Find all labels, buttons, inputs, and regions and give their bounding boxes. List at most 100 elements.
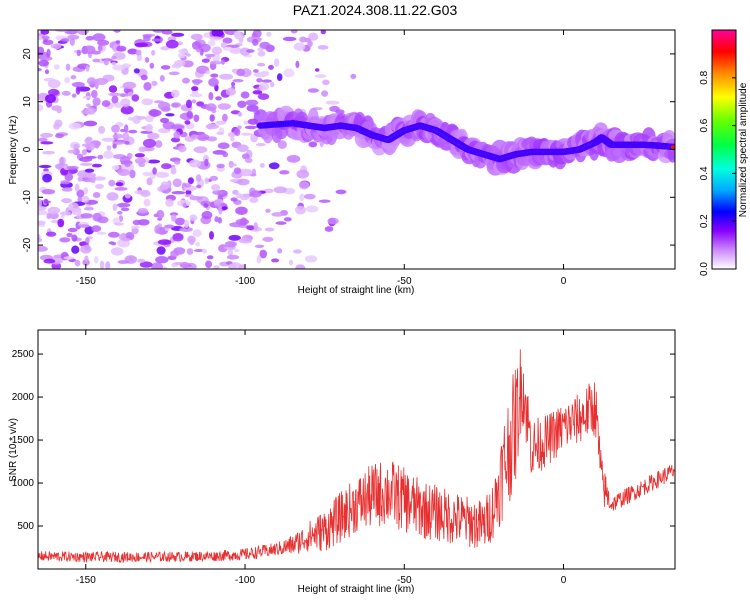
x-tick-label: -150 [76,276,96,287]
x-tick-label: -100 [235,276,255,287]
noise-blob [307,88,319,93]
noise-blob [76,189,85,198]
noise-blob [76,50,81,57]
noise-blob [192,229,202,237]
noise-blob [158,101,171,111]
noise-blob [115,40,121,44]
noise-blob [143,82,152,91]
noise-blob [92,97,101,106]
noise-blob [74,259,81,267]
noise-blob [222,46,233,51]
noise-blob [322,79,330,86]
noise-blob [202,248,207,254]
noise-blob [195,242,201,247]
noise-blob [105,261,111,269]
noise-blob [321,90,329,97]
noise-blob [220,59,226,65]
y-tick-label: 2500 [12,349,35,360]
noise-blob [235,206,248,215]
noise-blob [147,159,161,164]
noise-blob [69,37,75,46]
noise-blob [73,143,80,150]
noise-blob [325,100,340,105]
noise-blob [246,225,256,231]
noise-blob [222,37,233,44]
noise-blob [282,36,297,42]
noise-blob [38,68,42,72]
noise-blob [38,46,45,55]
noise-blob [140,189,151,198]
noise-blob [205,103,217,112]
snr-x-label: Height of straight line (km) [298,584,415,595]
noise-blob [228,131,236,138]
noise-blob [137,258,146,263]
noise-blob [97,44,103,52]
noise-blob [186,248,194,255]
noise-blob [171,103,179,108]
noise-blob [209,114,215,122]
noise-blob [128,129,138,134]
noise-blob [54,64,60,70]
noise-blob [156,209,165,219]
noise-blob [92,192,101,198]
noise-blob [283,68,295,78]
spectrogram-y-label: Frequency (Hz) [8,116,19,185]
noise-blob [111,241,117,246]
noise-blob [120,207,130,212]
noise-blob [99,260,105,269]
colorbar-label: Normalized spectral amplitude [738,82,749,217]
noise-blob [45,94,56,104]
noise-blob [61,198,72,204]
noise-blob [145,123,153,132]
noise-blob [350,73,357,80]
noise-blob [91,90,98,98]
noise-blob [126,235,132,239]
noise-blob [162,266,167,269]
noise-blob [257,47,264,52]
noise-blob [308,32,319,41]
noise-blob [187,177,194,185]
noise-blob [216,163,225,169]
noise-blob [154,225,161,234]
noise-blob [195,174,202,182]
noise-blob [142,171,152,177]
noise-blob [44,69,50,75]
noise-blob [59,237,71,243]
noise-blob [92,163,102,168]
noise-blob [186,110,193,119]
noise-blob [43,258,56,264]
noise-blob [122,132,130,142]
noise-blob [290,30,298,34]
noise-blob [182,202,187,208]
noise-blob [38,237,43,243]
colorbar-tick-label: 0.0 [699,262,710,276]
noise-blob [108,231,120,238]
noise-blob [137,207,149,214]
x-tick-label: 0 [561,276,567,287]
noise-blob [157,186,165,192]
noise-blob [236,68,246,77]
noise-blob [171,214,177,222]
noise-blob [160,65,171,70]
noise-blob [186,53,191,57]
noise-blob [318,199,331,203]
noise-blob [127,92,134,97]
noise-blob [209,36,223,41]
noise-blob [216,131,225,135]
noise-blob [208,77,219,87]
colorbar-gradient-bar [711,29,737,270]
noise-blob [252,90,263,95]
noise-blob [327,217,339,225]
noise-blob [164,224,175,229]
noise-blob [68,122,82,130]
noise-blob [166,39,179,49]
noise-blob [127,48,138,55]
noise-blob [257,50,266,57]
noise-blob [260,70,270,77]
noise-blob [80,244,92,254]
noise-blob [184,120,191,125]
noise-blob [151,262,164,269]
noise-blob [304,255,318,263]
noise-blob [246,49,255,53]
noise-blob [174,160,181,165]
